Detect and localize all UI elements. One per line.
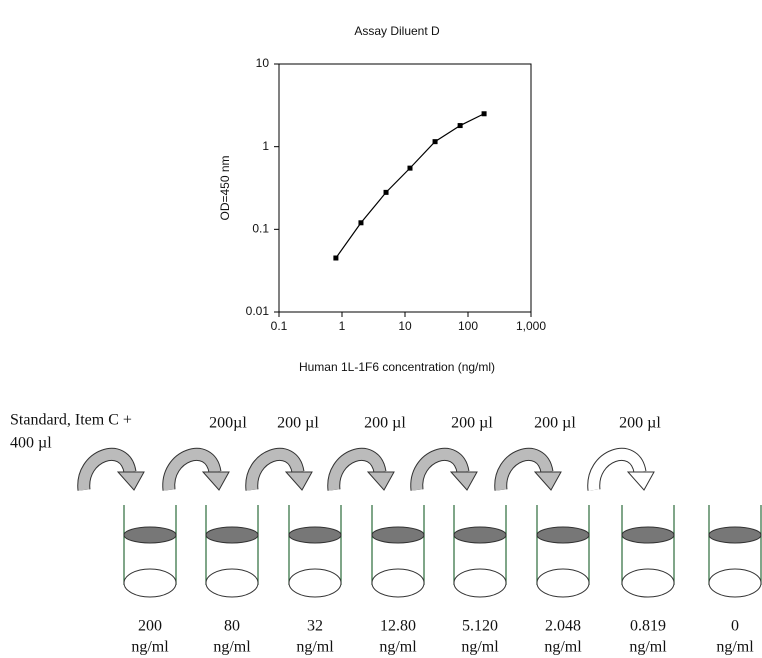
liquid-top (453, 526, 507, 544)
data-line (335, 113, 485, 259)
transfer-label: 200 µl (364, 415, 406, 432)
tube-bottom (123, 568, 177, 598)
data-point (457, 123, 463, 129)
tube-bottom (536, 568, 590, 598)
arrow-head (533, 471, 562, 491)
tube-unit: ng/ml (296, 639, 334, 656)
data-point (383, 189, 389, 195)
tube-unit: ng/ml (379, 639, 417, 656)
arrow-head (626, 471, 655, 491)
x-tick-label: 0.1 (271, 319, 288, 333)
y-axis-label: OD=450 nm (218, 155, 232, 220)
arrow-head (449, 471, 478, 491)
tube-concentration: 80 (224, 618, 240, 635)
data-point (481, 111, 487, 117)
liquid-top (708, 526, 762, 544)
arrow-body (411, 448, 469, 491)
tube-bottom (453, 568, 507, 598)
tube-bottom (205, 568, 259, 598)
y-tick-label: 1 (262, 139, 269, 153)
transfer-label: 200 µl (277, 415, 319, 432)
tube-concentration: 5.120 (462, 618, 498, 635)
y-tick-label: 0.1 (252, 222, 269, 236)
arrow-head (201, 471, 230, 491)
arrow-body (588, 448, 646, 491)
arrow-head (366, 471, 395, 491)
x-axis-label: Human 1L-1F6 concentration (ng/ml) (299, 360, 495, 374)
tube-unit: ng/ml (716, 639, 754, 656)
arrow-body (328, 448, 386, 491)
liquid-top (205, 526, 259, 544)
tube-concentration: 2.048 (545, 618, 581, 635)
arrow-body (78, 448, 136, 491)
liquid-top (123, 526, 177, 544)
plot-frame (278, 63, 532, 313)
start-label: 400 µl (10, 435, 52, 452)
start-label: Standard, Item C + (10, 412, 132, 429)
data-point (407, 165, 413, 171)
liquid-top (536, 526, 590, 544)
tube-unit: ng/ml (213, 639, 251, 656)
arrow-body (495, 448, 553, 491)
data-point (432, 139, 438, 145)
tube-bottom (621, 568, 675, 598)
liquid-top (288, 526, 342, 544)
tube-bottom (708, 568, 762, 598)
data-point (333, 255, 339, 261)
tube-concentration: 0.819 (630, 618, 666, 635)
tube-bottom (288, 568, 342, 598)
tube-unit: ng/ml (131, 639, 169, 656)
tube-concentration: 12.80 (380, 618, 416, 635)
chart-title: Assay Diluent D (354, 24, 440, 38)
transfer-label: 200µl (209, 415, 247, 432)
tube-concentration: 32 (307, 618, 323, 635)
x-tick-label: 100 (458, 319, 478, 333)
arrow-body (246, 448, 304, 491)
arrow-head (116, 471, 145, 491)
tube-concentration: 0 (731, 618, 739, 635)
transfer-label: 200 µl (451, 415, 493, 432)
x-tick-label: 10 (398, 319, 412, 333)
transfer-label: 200 µl (534, 415, 576, 432)
tube-bottom (371, 568, 425, 598)
liquid-top (621, 526, 675, 544)
tube-unit: ng/ml (629, 639, 667, 656)
tube-concentration: 200 (138, 618, 162, 635)
y-tick-label: 10 (256, 56, 270, 70)
arrow-body (163, 448, 221, 491)
arrow-head (284, 471, 313, 491)
liquid-top (371, 526, 425, 544)
x-tick-label: 1 (339, 319, 346, 333)
x-tick-label: 1,000 (516, 319, 546, 333)
tube-unit: ng/ml (461, 639, 499, 656)
y-tick-label: 0.01 (246, 304, 270, 318)
transfer-label: 200 µl (619, 415, 661, 432)
tube-unit: ng/ml (544, 639, 582, 656)
data-point (358, 220, 364, 226)
